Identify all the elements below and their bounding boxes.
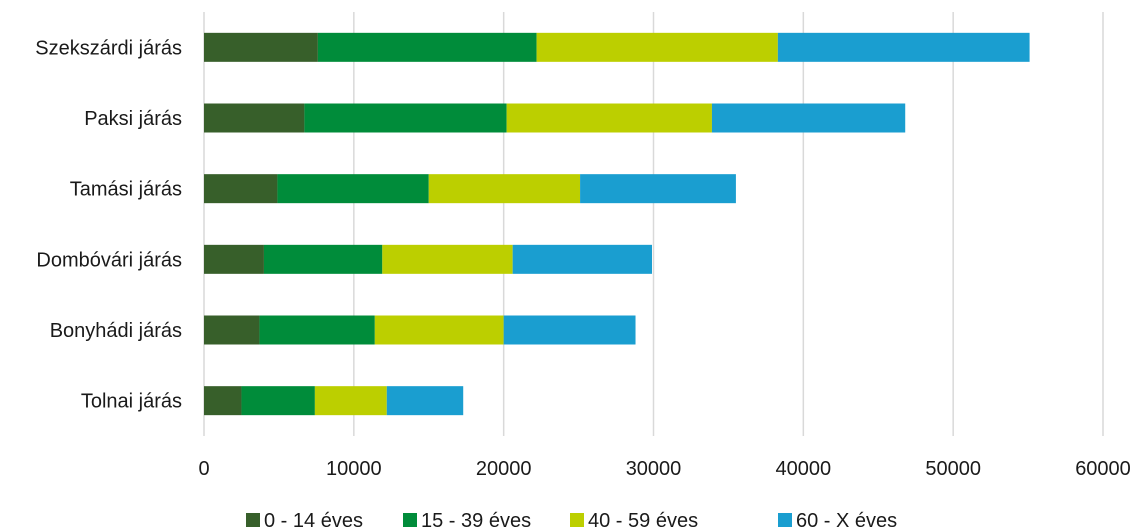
bar-4-series-3 (503, 315, 636, 345)
category-label-2: Tamási járás (70, 179, 182, 201)
legend-swatch-2 (570, 513, 584, 527)
x-tick-2: 20000 (476, 458, 532, 480)
bar-5-series-1 (241, 386, 315, 416)
legend-swatch-1 (403, 513, 417, 527)
x-tick-0: 0 (198, 458, 209, 480)
category-label-0: Szekszárdi járás (35, 37, 182, 59)
legend-swatch-0 (246, 513, 260, 527)
bar-4-series-1 (259, 315, 375, 345)
x-tick-1: 10000 (326, 458, 382, 480)
bar-0-series-1 (317, 32, 537, 62)
bar-1-series-1 (304, 103, 507, 133)
bar-2-series-0 (204, 174, 278, 204)
legend: 0 - 14 éves 15 - 39 éves 40 - 59 éves 60 - … (246, 510, 897, 529)
bar-5-series-0 (204, 386, 242, 416)
bar-3-series-2 (382, 244, 513, 274)
x-tick-labels: 0 10000 20000 30000 40000 50000 60000 (198, 458, 1130, 480)
bar-3-series-0 (204, 244, 264, 274)
bar-0-series-0 (204, 32, 318, 62)
bar-2-series-3 (580, 174, 736, 204)
legend-label-0: 0 - 14 éves (264, 510, 363, 529)
category-label-3: Dombóvári járás (36, 249, 182, 271)
x-tick-6: 60000 (1075, 458, 1131, 480)
bar-4-series-0 (204, 315, 260, 345)
category-label-1: Paksi járás (84, 108, 182, 130)
legend-item-2: 40 - 59 éves (570, 510, 698, 529)
bar-4-series-2 (374, 315, 504, 345)
legend-item-3: 60 - X éves (778, 510, 897, 529)
bar-0-series-3 (777, 32, 1030, 62)
bar-1-series-0 (204, 103, 305, 133)
category-label-5: Tolnai járás (81, 391, 182, 413)
bar-2-series-1 (277, 174, 429, 204)
bars (204, 32, 1030, 416)
legend-label-1: 15 - 39 éves (421, 510, 531, 529)
gridlines (203, 12, 1104, 436)
legend-item-0: 0 - 14 éves (246, 510, 363, 529)
legend-label-3: 60 - X éves (796, 510, 897, 529)
bar-2-series-2 (428, 174, 581, 204)
x-tick-5: 50000 (925, 458, 981, 480)
bar-1-series-2 (506, 103, 712, 133)
category-label-4: Bonyhádi járás (50, 320, 182, 342)
legend-label-2: 40 - 59 éves (588, 510, 698, 529)
x-tick-4: 40000 (776, 458, 832, 480)
bar-0-series-2 (536, 32, 778, 62)
bar-3-series-1 (263, 244, 383, 274)
bar-5-series-2 (314, 386, 387, 416)
bar-5-series-3 (386, 386, 464, 416)
category-labels: Szekszárdi járás Paksi járás Tamási járás D… (35, 37, 182, 412)
bar-3-series-3 (512, 244, 653, 274)
bar-1-series-3 (711, 103, 906, 133)
legend-swatch-3 (778, 513, 792, 527)
legend-item-1: 15 - 39 éves (403, 510, 531, 529)
x-tick-3: 30000 (626, 458, 682, 480)
